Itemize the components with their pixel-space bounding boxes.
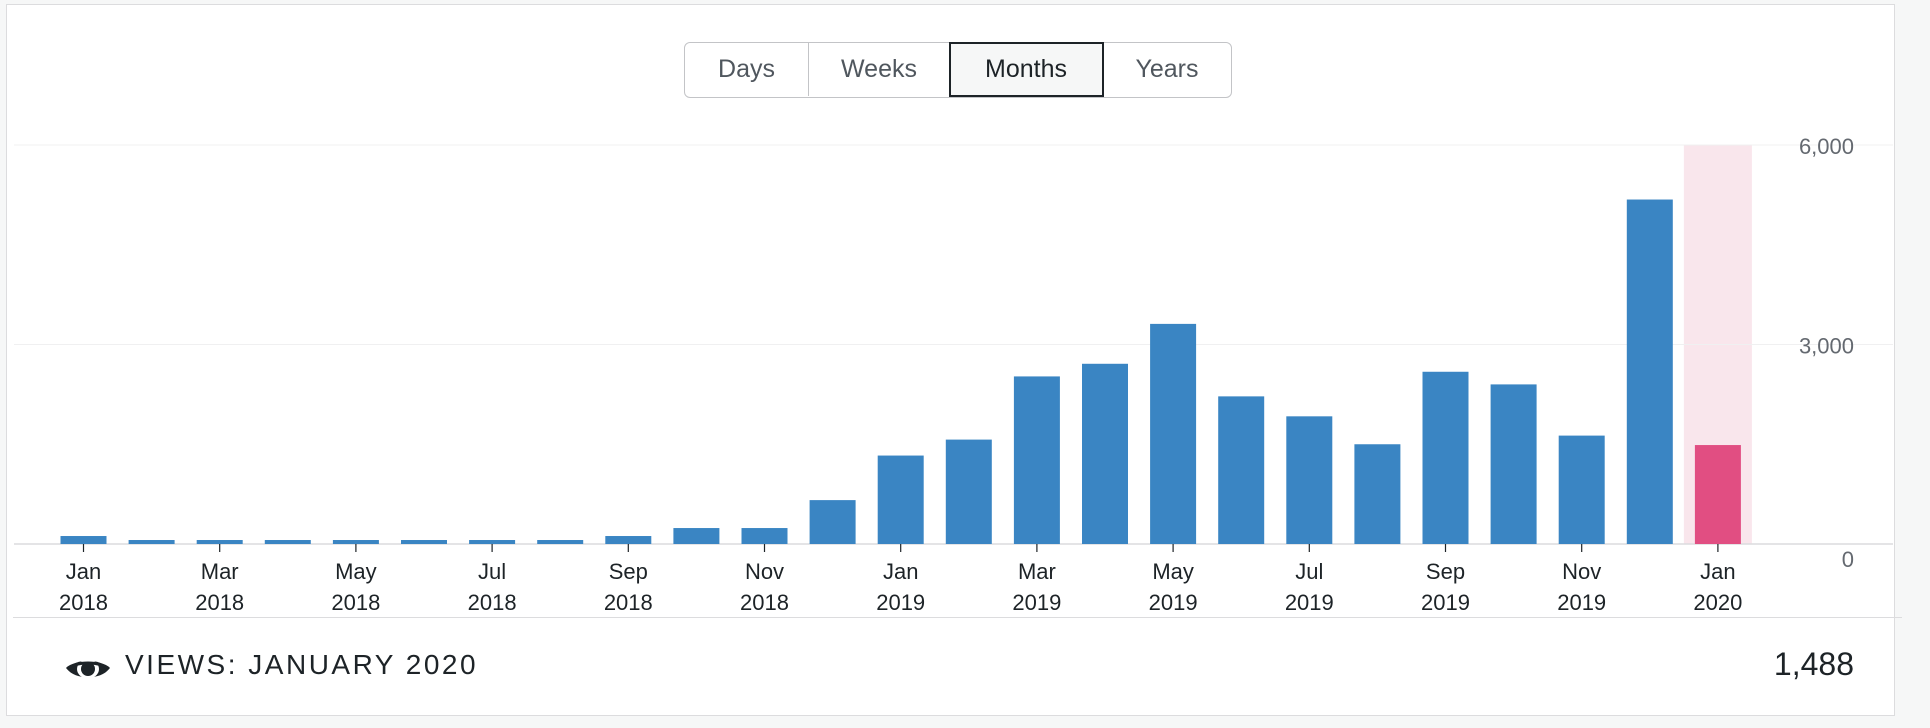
bar [401, 540, 447, 544]
x-tick-month: Jan [883, 559, 918, 584]
x-tick-month: Jul [478, 559, 506, 584]
x-tick-month: Sep [1426, 559, 1465, 584]
x-tick-month: Sep [609, 559, 648, 584]
x-tick-month: Nov [1562, 559, 1601, 584]
period-selector: Days Weeks Months Years [684, 42, 1232, 98]
period-years-button[interactable]: Years [1103, 43, 1231, 96]
bar [537, 540, 584, 544]
bar [1558, 435, 1605, 544]
bar [60, 536, 107, 544]
x-tick-year: 2020 [1693, 590, 1742, 615]
x-tick-year: 2019 [1421, 590, 1470, 615]
period-weeks-button[interactable]: Weeks [809, 43, 950, 96]
bar [1286, 416, 1333, 544]
x-tick-year: 2019 [1285, 590, 1334, 615]
bar [741, 528, 788, 544]
x-tick-year: 2018 [604, 590, 653, 615]
x-tick-year: 2018 [59, 590, 108, 615]
bar [469, 540, 516, 544]
y-tick-label: 0 [1842, 547, 1854, 572]
x-tick-year: 2019 [1149, 590, 1198, 615]
x-tick-month: Jul [1295, 559, 1323, 584]
bar [1626, 199, 1673, 544]
bar [1218, 396, 1265, 544]
x-tick-year: 2018 [195, 590, 244, 615]
views-bar-chart: 0 3,000 6,000 Jan 2018 Mar 2018 May 2018 Jul 2018 S… [14, 134, 1893, 615]
chart-footer: VIEWS: JANUARY 2020 1,488 [13, 617, 1902, 722]
bar [1082, 363, 1128, 544]
x-tick-year: 2019 [876, 590, 925, 615]
bar [809, 500, 856, 544]
bar [196, 540, 243, 544]
x-tick-year: 2019 [1557, 590, 1606, 615]
bar [332, 540, 379, 544]
period-months-button[interactable]: Months [949, 42, 1104, 97]
x-tick-month: May [1152, 559, 1194, 584]
views-period-label: VIEWS: JANUARY 2020 [125, 649, 479, 680]
bar [605, 536, 652, 544]
period-days-button[interactable]: Days [685, 43, 809, 96]
y-tick-label: 6,000 [1799, 134, 1854, 159]
bar [1490, 384, 1537, 544]
bar [1150, 323, 1197, 544]
bar [1013, 376, 1060, 544]
x-tick-month: Nov [745, 559, 784, 584]
x-tick-month: Jan [1700, 559, 1735, 584]
x-tick-month: Jan [66, 559, 101, 584]
bar [264, 540, 311, 544]
bar [1422, 371, 1469, 544]
x-tick-month: May [335, 559, 377, 584]
x-tick-year: 2018 [740, 590, 789, 615]
x-tick-year: 2018 [468, 590, 517, 615]
bar [1694, 445, 1741, 544]
bar [945, 439, 992, 544]
x-tick-month: Mar [1018, 559, 1056, 584]
bar [128, 540, 175, 544]
bar [877, 455, 924, 544]
bar [1354, 444, 1401, 544]
bar [673, 528, 720, 544]
x-tick-month: Mar [201, 559, 239, 584]
stats-panel: Days Weeks Months Years 0 3,000 6,000 Jan 20… [6, 4, 1902, 716]
x-tick-year: 2018 [331, 590, 380, 615]
views-count: 1,488 [1773, 646, 1854, 682]
eye-icon [65, 659, 111, 679]
x-tick-year: 2019 [1012, 590, 1061, 615]
y-tick-label: 3,000 [1799, 334, 1854, 359]
